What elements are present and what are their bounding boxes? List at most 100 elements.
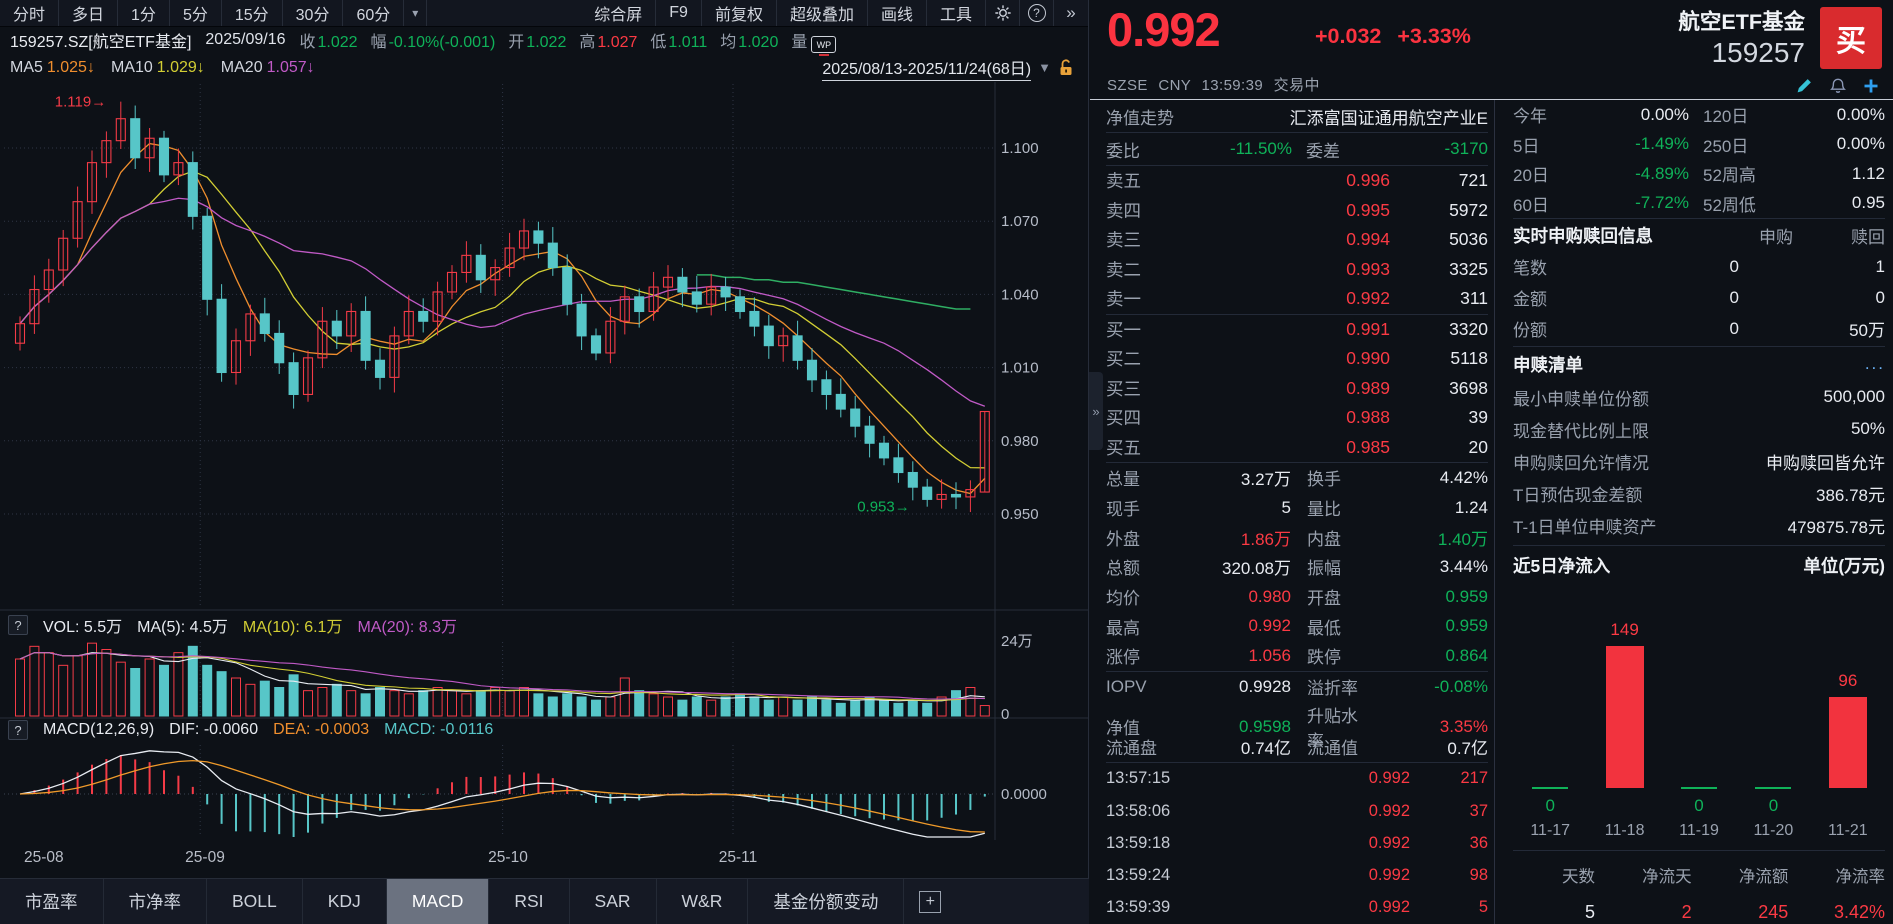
buy-button[interactable]: 买	[1820, 7, 1882, 69]
wp-monitor-icon[interactable]: WP	[811, 36, 837, 57]
period-tab[interactable]: 分时	[0, 0, 60, 26]
ma-legend-bar: MA5 1.025↓ MA10 1.029↓ MA20 1.057↓ 2025/08/13…	[0, 53, 1088, 82]
stat-row: 涨停 1.056 跌停 0.864	[1106, 645, 1488, 668]
period-tab[interactable]: 多日	[59, 0, 119, 26]
ma-legend-item: MA10 1.029↓	[110, 58, 205, 76]
help-icon[interactable]: ?	[8, 720, 28, 740]
ask-row[interactable]: 卖二 0.993 3325	[1106, 258, 1488, 280]
bid-row[interactable]: 买一 0.991 3320	[1106, 318, 1488, 340]
money-flow-section: 近5日净流入 单位(万元) 0 149 0 0 96 11-17 11-18 11-19 11…	[1513, 546, 1885, 851]
tick-row[interactable]: 13:59:18 0.992 36	[1106, 833, 1488, 852]
list-row: T-1日单位申赎资产 479875.78元	[1513, 517, 1885, 537]
indicator-tab[interactable]: BOLL	[207, 879, 303, 924]
period-toolbar: 分时 多日 1分 5分 15分 30分 60分 ▾ 综合屏 F9 前复权 超级叠加 画线 工具 ? »	[0, 0, 1088, 27]
ask-row[interactable]: 卖三 0.994 5036	[1106, 229, 1488, 251]
flow-date-label: 11-20	[1753, 822, 1794, 839]
svg-text:1.100: 1.100	[1001, 140, 1039, 157]
ask-row[interactable]: 卖四 0.995 5972	[1106, 199, 1488, 221]
tick-row[interactable]: 13:59:24 0.992 98	[1106, 866, 1488, 885]
rt-header: 实时申购赎回信息 申购 赎回	[1513, 219, 1885, 251]
date-range-label[interactable]: 2025/08/13-2025/11/24(68日)	[822, 55, 1032, 81]
more-ellipsis[interactable]: ...	[1864, 354, 1885, 373]
add-indicator-button[interactable]: +	[904, 879, 956, 924]
flow-bar	[1605, 646, 1644, 788]
flow-bar-column: 149	[1587, 592, 1661, 788]
rt-row: 份额 0 50万	[1513, 318, 1885, 341]
add-watchlist-icon[interactable]	[1863, 78, 1879, 94]
bid-row[interactable]: 买三 0.989 3698	[1106, 377, 1488, 399]
date-range-control[interactable]: 2025/08/13-2025/11/24(68日) ▼	[822, 53, 1074, 82]
svg-text:1.010: 1.010	[1001, 360, 1039, 377]
toolbar-button[interactable]: 前复权	[702, 0, 777, 26]
ask-row[interactable]: 卖一 0.992 311	[1106, 288, 1488, 310]
period-tab[interactable]: 15分	[222, 0, 283, 26]
indicator-tab[interactable]: SAR	[570, 879, 657, 924]
toolbar-button[interactable]: 画线	[868, 0, 927, 26]
fund-info-column: 今年 0.00% 120日 0.00% 5日 -1.49% 250日 0.00%…	[1495, 100, 1893, 924]
indicator-tab[interactable]: RSI	[489, 879, 570, 924]
change-value: +0.032	[1315, 24, 1382, 48]
indicator-tab[interactable]: 基金份额变动	[748, 879, 905, 924]
bid-row[interactable]: 买四 0.988 39	[1106, 407, 1488, 429]
flow-date-axis: 11-17 11-18 11-19 11-20 11-21	[1513, 822, 1885, 840]
stat-row: 总额 320.08万 振幅 3.44%	[1106, 556, 1488, 579]
rt-row: 笔数 0 1	[1513, 256, 1885, 279]
list-header: 申赎清单 ...	[1513, 347, 1885, 381]
flow-bar-column: 0	[1513, 592, 1587, 815]
chevron-down-icon[interactable]: ▼	[1038, 60, 1051, 75]
tick-row[interactable]: 13:57:15 0.992 217	[1106, 769, 1488, 788]
bell-alert-icon[interactable]	[1830, 77, 1846, 94]
period-dropdown-icon[interactable]: ▾	[404, 0, 428, 26]
svg-text:1.070: 1.070	[1001, 213, 1039, 230]
indicator-tab[interactable]: W&R	[657, 879, 749, 924]
axis-month-label: 25-08	[24, 849, 64, 866]
flow-title: 近5日净流入	[1513, 555, 1611, 576]
tick-row[interactable]: 13:59:39 0.992 5	[1106, 898, 1488, 917]
ohlc-field: 收 1.022	[299, 34, 358, 51]
indicator-tab[interactable]: 市净率	[104, 879, 207, 924]
toolbar-button[interactable]: 工具	[927, 0, 986, 26]
quote-panel-body: 净值走势 汇添富国证通用航空产业E 委比 -11.50% 委差 -3170 卖五…	[1090, 100, 1893, 924]
collapse-panel-handle[interactable]: »	[1089, 372, 1103, 450]
toolbar-button[interactable]: 超级叠加	[777, 0, 868, 26]
weicha-label: 委差	[1306, 141, 1340, 161]
indicator-tab[interactable]: 市盈率	[0, 879, 104, 924]
settings-gear-icon[interactable]	[986, 0, 1020, 26]
indicator-tab[interactable]: MACD	[386, 879, 490, 924]
flow-summary-header: 天数	[1562, 868, 1595, 886]
ohlc-field: 低 1.011	[650, 34, 708, 51]
svg-text:0.0000: 0.0000	[1001, 786, 1047, 803]
flow-date-label: 11-19	[1679, 822, 1719, 839]
ask-row[interactable]: 卖五 0.996 721	[1106, 170, 1488, 192]
help-icon[interactable]: ?	[8, 615, 28, 635]
period-tab[interactable]: 1分	[118, 0, 170, 26]
axis-month-label: 25-09	[185, 849, 225, 866]
unlocked-padlock-icon[interactable]	[1058, 59, 1074, 76]
toolbar-button[interactable]: 综合屏	[581, 0, 657, 26]
toolbar-button[interactable]: F9	[656, 0, 702, 26]
period-tab[interactable]: 60分	[343, 0, 405, 26]
toolbar-more-icon[interactable]: »	[1066, 3, 1076, 22]
indicator-tab[interactable]: KDJ	[303, 879, 387, 924]
nav-trend-row[interactable]: 净值走势 汇添富国证通用航空产业E	[1106, 100, 1488, 133]
perf-row: 今年 0.00% 120日 0.00%	[1513, 104, 1885, 127]
rt-title: 实时申购赎回信息	[1513, 225, 1653, 246]
period-tab[interactable]: 30分	[283, 0, 344, 26]
svg-text:0: 0	[1001, 706, 1009, 723]
ohlc-field: 均 1.020	[720, 34, 779, 51]
ohlc-field: 幅 -0.10%(-0.001)	[370, 34, 496, 51]
period-tab[interactable]: 5分	[170, 0, 222, 26]
bid-row[interactable]: 买二 0.990 5118	[1106, 348, 1488, 370]
ma-legend-item: MA20 1.057↓	[220, 58, 315, 76]
help-icon[interactable]: ?	[1020, 0, 1054, 26]
flow-summary-value: 3.42%	[1833, 901, 1885, 922]
price-change: +0.032 +3.33%	[1315, 24, 1487, 49]
macd-dif: DIF: -0.0060	[169, 721, 259, 738]
candlestick-chart[interactable]: 1.100 1.070 1.040 1.010 0.980 0.950 1.119→ 0.95…	[0, 82, 1089, 840]
stat-row: 最高 0.992 最低 0.959	[1106, 616, 1488, 638]
bid-row[interactable]: 买五 0.985 20	[1106, 436, 1488, 458]
fund-code: 159257	[1711, 37, 1805, 68]
tick-row[interactable]: 13:58:06 0.992 37	[1106, 801, 1488, 820]
pencil-edit-icon[interactable]	[1796, 77, 1813, 94]
